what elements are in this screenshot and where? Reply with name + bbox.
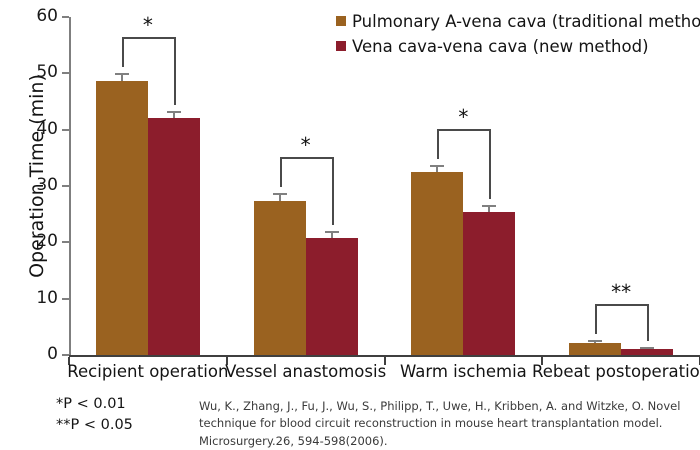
y-tick-label: 0: [47, 344, 58, 364]
x-axis-label: Warm ischemia: [399, 362, 527, 381]
x-tick-mark: [225, 357, 228, 365]
error-bar-cap: [114, 73, 129, 76]
y-axis-line: [69, 17, 71, 356]
bar: [569, 343, 622, 355]
bar: [253, 200, 306, 355]
bar: [95, 81, 148, 355]
y-tick-mark: [62, 128, 69, 131]
x-tick-mark: [68, 357, 70, 365]
error-bar: [330, 231, 333, 238]
error-bar: [120, 73, 123, 82]
x-axis-label: Rebeat postoperation: [532, 362, 700, 381]
error-bar-cap: [272, 193, 287, 196]
y-tick-mark: [62, 16, 69, 18]
bar: [305, 237, 358, 355]
bar: [621, 348, 674, 355]
significance-bracket-leg: [279, 157, 282, 188]
legend-swatch-icon: [336, 16, 346, 26]
bar: [463, 211, 516, 355]
y-tick-mark: [62, 297, 69, 300]
chart-legend: Pulmonary A-vena cava (traditional metho…: [336, 11, 700, 61]
error-bar: [278, 193, 281, 201]
legend-label: Pulmonary A-vena cava (traditional metho…: [352, 11, 700, 31]
significance-marker: **: [611, 280, 632, 305]
significance-marker: *: [142, 13, 153, 38]
x-tick-mark: [541, 357, 544, 365]
bar: [147, 118, 200, 355]
error-bar-cap: [640, 346, 655, 349]
significance-bracket-leg: [437, 128, 440, 159]
footnote-p01: *P < 0.01: [56, 396, 126, 412]
error-bar-cap: [588, 340, 603, 343]
significance-bracket-leg: [173, 37, 176, 106]
x-tick-mark: [383, 357, 386, 365]
significance-footnotes: *P < 0.01 **P < 0.05: [56, 394, 133, 436]
significance-bracket: [279, 157, 332, 160]
significance-marker: *: [300, 133, 311, 158]
error-bar-cap: [166, 111, 181, 114]
error-bar-cap: [324, 231, 339, 234]
y-tick-label: 60: [36, 6, 58, 26]
y-tick-mark: [62, 72, 69, 75]
y-tick-mark: [62, 354, 69, 356]
error-bar: [436, 164, 439, 172]
legend-item: Vena cava-vena cava (new method): [336, 36, 700, 56]
y-tick-mark: [62, 185, 69, 187]
error-bar: [488, 205, 491, 212]
significance-bracket-leg: [489, 128, 492, 200]
legend-label: Vena cava-vena cava (new method): [352, 36, 649, 56]
x-axis-label: Recipient operation: [67, 362, 229, 381]
x-axis-line: [69, 355, 700, 357]
significance-bracket-leg: [595, 304, 598, 335]
y-tick-label: 10: [36, 287, 58, 308]
error-bar-cap: [482, 205, 497, 208]
y-tick-label: 40: [36, 118, 58, 139]
legend-swatch-icon: [336, 41, 346, 51]
y-tick-label: 20: [36, 231, 58, 252]
chart-figure: Operation Time (min) 0 10 20 30 40 50 60 * * * **…: [26, 6, 700, 448]
error-bar-cap: [430, 164, 445, 167]
significance-bracket: [121, 37, 174, 40]
significance-bracket-leg: [647, 304, 650, 341]
error-bar: [172, 111, 175, 119]
x-axis-label: Vessel anastomosis: [225, 362, 387, 381]
significance-bracket: [595, 304, 648, 307]
y-tick-label: 50: [36, 62, 58, 83]
y-tick-mark: [62, 241, 69, 244]
significance-marker: *: [458, 104, 469, 129]
significance-bracket-leg: [331, 157, 334, 226]
legend-item: Pulmonary A-vena cava (traditional metho…: [336, 11, 700, 31]
y-tick-label: 30: [36, 175, 58, 195]
citation-text: Wu, K., Zhang, J., Fu, J., Wu, S., Phili…: [199, 399, 681, 448]
bar: [411, 171, 464, 355]
significance-bracket-leg: [121, 37, 124, 68]
significance-bracket: [437, 128, 490, 131]
footnote-p05: **P < 0.05: [56, 417, 133, 434]
